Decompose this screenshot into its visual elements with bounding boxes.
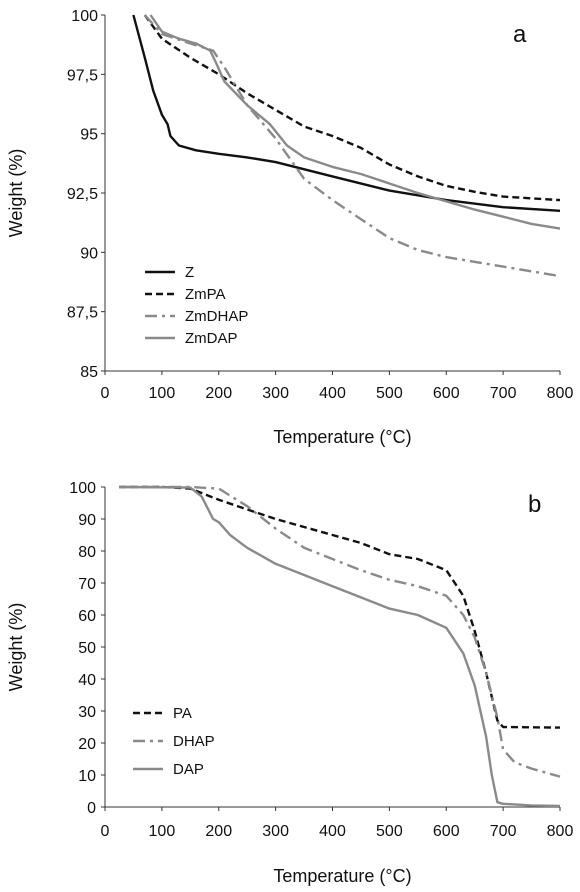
legend-label-z: Z <box>185 264 194 281</box>
series-line-pa <box>119 485 561 729</box>
x-axis-title: Temperature (°C) <box>273 866 411 886</box>
y-tick-label: 60 <box>78 608 96 625</box>
x-tick-label: 600 <box>433 385 460 402</box>
y-tick-label: 90 <box>78 512 96 529</box>
legend-label-zmdap: ZmDAP <box>185 330 238 347</box>
series-line-dhap <box>119 485 561 778</box>
series-line-zmdhap <box>143 14 561 278</box>
y-tick-label: 87,5 <box>67 305 98 322</box>
x-tick-label: 700 <box>490 823 517 840</box>
y-tick-label: 50 <box>78 640 96 657</box>
x-tick-label: 400 <box>319 823 346 840</box>
y-tick-label: 95 <box>80 127 98 144</box>
legend-label-zmpa: ZmPA <box>185 286 226 303</box>
x-tick-label: 300 <box>262 385 289 402</box>
series-line-dap <box>119 485 561 807</box>
y-tick-label: 90 <box>80 245 98 262</box>
legend-label-dhap: DHAP <box>173 733 215 750</box>
y-tick-label: 85 <box>80 364 98 381</box>
y-tick-label: 10 <box>78 768 96 785</box>
x-tick-label: 700 <box>490 385 517 402</box>
series-line-zmdap <box>149 14 561 230</box>
x-tick-label: 0 <box>101 823 110 840</box>
x-tick-label: 800 <box>547 385 574 402</box>
y-tick-label: 0 <box>87 800 96 817</box>
legend-label-zmdhap: ZmDHAP <box>185 308 248 325</box>
y-tick-label: 40 <box>78 672 96 689</box>
x-tick-label: 100 <box>149 385 176 402</box>
x-tick-label: 0 <box>101 385 110 402</box>
series-line-z <box>132 14 561 212</box>
legend-label-pa: PA <box>173 705 192 722</box>
x-tick-label: 400 <box>319 385 346 402</box>
y-tick-label: 100 <box>71 8 98 25</box>
y-tick-label: 70 <box>78 576 96 593</box>
chart-panel-a: 85 87,5 90 92,5 95 97,5 100 0 100 200 300 400 500 600… <box>6 8 573 447</box>
y-axis-title: Weight (%) <box>6 149 26 238</box>
chart-panel-b: 0 10 20 30 40 50 60 70 80 90 100 0 100 200 300 400 500 60… <box>6 480 573 886</box>
y-tick-label: 20 <box>78 736 96 753</box>
panel-label: b <box>528 491 541 518</box>
y-tick-label: 80 <box>78 544 96 561</box>
series-line-zmpa <box>143 14 561 202</box>
y-tick-label: 97,5 <box>67 67 98 84</box>
panel-label: a <box>513 21 527 48</box>
y-tick-label: 100 <box>69 480 96 497</box>
y-tick-label: 92,5 <box>67 186 98 203</box>
x-tick-label: 500 <box>376 385 403 402</box>
x-tick-label: 300 <box>262 823 289 840</box>
x-tick-label: 600 <box>433 823 460 840</box>
x-tick-label: 200 <box>205 823 232 840</box>
y-tick-label: 30 <box>78 704 96 721</box>
x-tick-label: 200 <box>205 385 232 402</box>
y-axis-title: Weight (%) <box>6 603 26 692</box>
x-tick-label: 800 <box>547 823 574 840</box>
x-axis-title: Temperature (°C) <box>273 427 411 447</box>
x-tick-label: 500 <box>376 823 403 840</box>
x-tick-label: 100 <box>149 823 176 840</box>
legend-label-dap: DAP <box>173 761 204 778</box>
